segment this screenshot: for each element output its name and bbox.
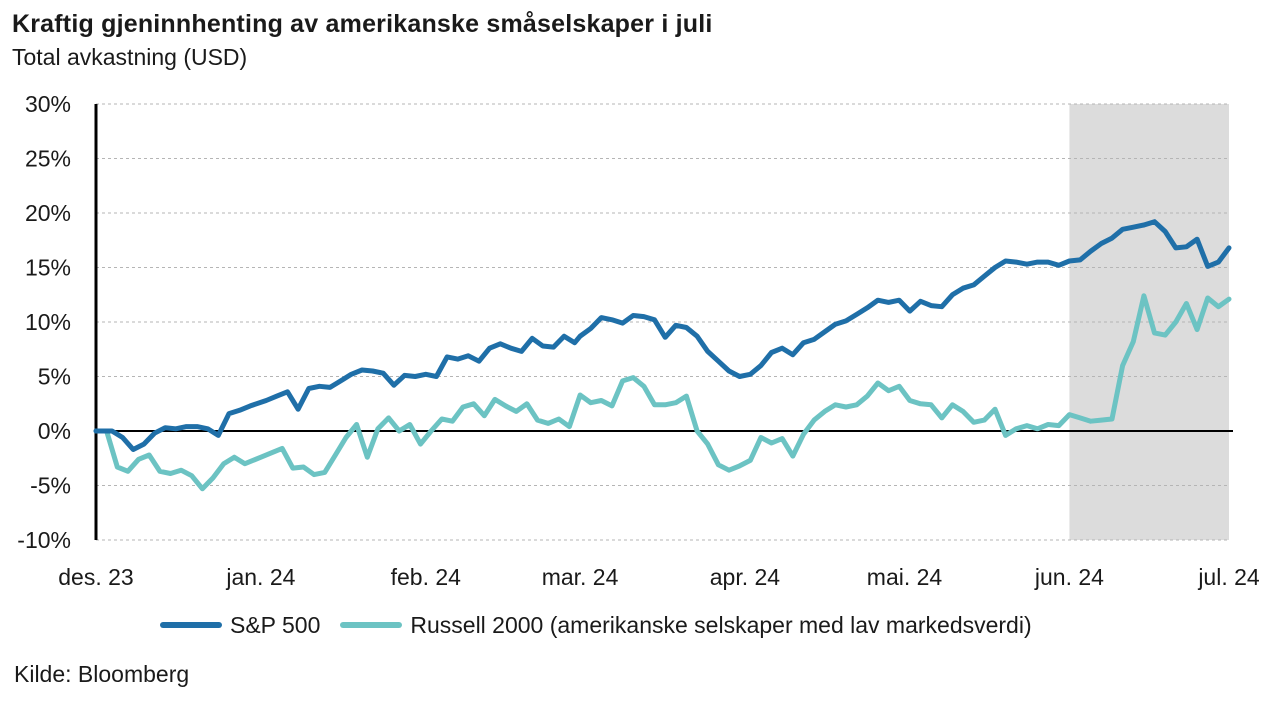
y-tick-label: 30% (25, 91, 71, 117)
series-line-russell2000 (93, 293, 1232, 492)
chart-subtitle: Total avkastning (USD) (12, 44, 248, 70)
y-tick-label: 5% (38, 364, 71, 390)
legend-swatch-russell2000 (340, 622, 403, 628)
legend-label-sp500: S&P 500 (230, 611, 321, 638)
x-tick-label: feb. 24 (391, 564, 462, 590)
x-tick-label: apr. 24 (710, 564, 781, 590)
y-tick-label: 20% (25, 200, 71, 226)
legend-item-sp500: S&P 500 (160, 612, 320, 639)
tick-labels: 30% 25% 20% 15% 10% 5% 0% -5% -10% des. 23 jan. 24… (17, 91, 1260, 590)
legend-swatch-sp500 (160, 622, 222, 628)
chart-title: Kraftig gjeninnhenting av amerikanske sm… (12, 10, 713, 38)
legend-item-russell2000: Russell 2000 (amerikanske selskaper med … (340, 611, 1032, 639)
y-tick-label: 0% (38, 418, 71, 444)
series-lines (93, 219, 1232, 492)
axes (94, 104, 1233, 540)
x-tick-label: mai. 24 (867, 564, 943, 590)
y-tick-label: -5% (30, 473, 71, 499)
source-note: Kilde: Bloomberg (14, 661, 190, 687)
y-tick-label: 25% (25, 146, 71, 172)
gridlines (96, 103, 1229, 541)
y-tick-label: 15% (25, 255, 71, 281)
x-tick-label: jul. 24 (1197, 564, 1260, 590)
x-tick-label: mar. 24 (542, 564, 619, 590)
legend: S&P 500 Russell 2000 (amerikanske selska… (160, 610, 1052, 640)
x-tick-label: jan. 24 (225, 564, 295, 590)
x-tick-label: des. 23 (58, 564, 133, 590)
y-tick-label: 10% (25, 309, 71, 335)
y-tick-label: -10% (17, 527, 71, 553)
series-line-sp500 (93, 219, 1232, 452)
line-chart: 30% 25% 20% 15% 10% 5% 0% -5% -10% des. 23 jan. 24… (17, 91, 1260, 590)
legend-label-russell2000: Russell 2000 (amerikanske selskaper med … (410, 611, 1032, 638)
x-tick-label: jun. 24 (1034, 564, 1104, 590)
